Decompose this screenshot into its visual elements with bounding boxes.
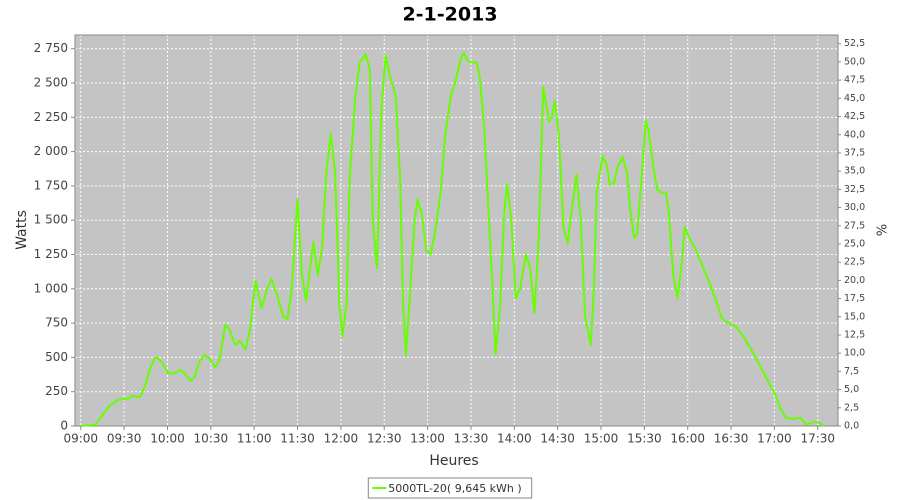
plot-area: [75, 35, 838, 426]
plot-border: [74, 34, 839, 427]
x-tick-label: 10:30: [194, 432, 229, 446]
y2-tick-label: 30,0: [844, 202, 865, 213]
y2-axis-label: %: [873, 224, 888, 236]
y-tick-label: 2 000: [34, 144, 68, 158]
y2-tick-label: 5,0: [844, 384, 859, 395]
legend-box: [367, 477, 533, 499]
x-tick-label: 12:00: [324, 432, 359, 446]
y2-tick-label: 40,0: [844, 129, 865, 140]
x-tick-label: 16:30: [714, 432, 749, 446]
x-tick-label: 12:30: [367, 432, 402, 446]
y-tick-label: 750: [45, 316, 68, 330]
y-tick-label: 250: [45, 384, 68, 398]
y2-tick-label: 15,0: [844, 311, 865, 322]
x-tick-label: 13:30: [454, 432, 489, 446]
y2-tick-label: 12,5: [844, 329, 865, 340]
y-axis-label: Watts: [14, 210, 30, 250]
x-tick-label: 16:00: [670, 432, 705, 446]
x-tick-label: 09:00: [63, 432, 98, 446]
y-tick-label: 1 000: [34, 281, 68, 295]
y2-tick-label: 7,5: [844, 366, 859, 377]
x-tick-label: 13:00: [410, 432, 445, 446]
y2-tick-label: 42,5: [844, 111, 865, 122]
y2-tick-label: 52,5: [844, 38, 865, 49]
y2-tick-label: 47,5: [844, 75, 865, 86]
y-tick-label: 2 750: [34, 41, 68, 55]
y2-tick-label: 32,5: [844, 184, 865, 195]
y2-tick-label: 20,0: [844, 275, 865, 286]
y2-tick-label: 37,5: [844, 147, 865, 158]
y2-tick-label: 27,5: [844, 220, 865, 231]
y2-tick-label: 35,0: [844, 166, 865, 177]
x-tick-label: 14:30: [540, 432, 575, 446]
x-tick-label: 15:30: [627, 432, 662, 446]
y2-tick-label: 10,0: [844, 348, 865, 359]
chart-title: 2-1-2013: [402, 4, 497, 26]
y2-tick-label: 50,0: [844, 56, 865, 67]
y2-tick-label: 0,0: [844, 421, 859, 432]
x-axis-label: Heures: [429, 453, 478, 469]
x-tick-label: 14:00: [497, 432, 532, 446]
y-tick-label: 2 250: [34, 110, 68, 124]
y-tick-label: 1 750: [34, 178, 68, 192]
x-tick-label: 17:00: [757, 432, 792, 446]
y-tick-label: 1 250: [34, 247, 68, 261]
y2-tick-label: 45,0: [844, 93, 865, 104]
y2-tick-label: 25,0: [844, 238, 865, 249]
data-line: [80, 51, 825, 427]
legend-label: 5000TL-20( 9,645 kWh ): [388, 482, 521, 495]
y-tick-label: 1 500: [34, 213, 68, 227]
y2-tick-label: 2,5: [844, 402, 859, 413]
legend: 5000TL-20( 9,645 kWh ): [367, 477, 533, 499]
x-tick-label: 10:00: [150, 432, 185, 446]
x-tick-label: 09:30: [107, 432, 142, 446]
x-tick-label: 11:30: [280, 432, 315, 446]
x-tick-label: 17:30: [800, 432, 835, 446]
y2-tick-label: 22,5: [844, 257, 865, 268]
y-tick-label: 2 500: [34, 76, 68, 90]
y-tick-label: 0: [60, 419, 68, 433]
x-tick-label: 15:00: [584, 432, 619, 446]
x-tick-label: 11:00: [237, 432, 272, 446]
y2-tick-label: 17,5: [844, 293, 865, 304]
y-tick-label: 500: [45, 350, 68, 364]
